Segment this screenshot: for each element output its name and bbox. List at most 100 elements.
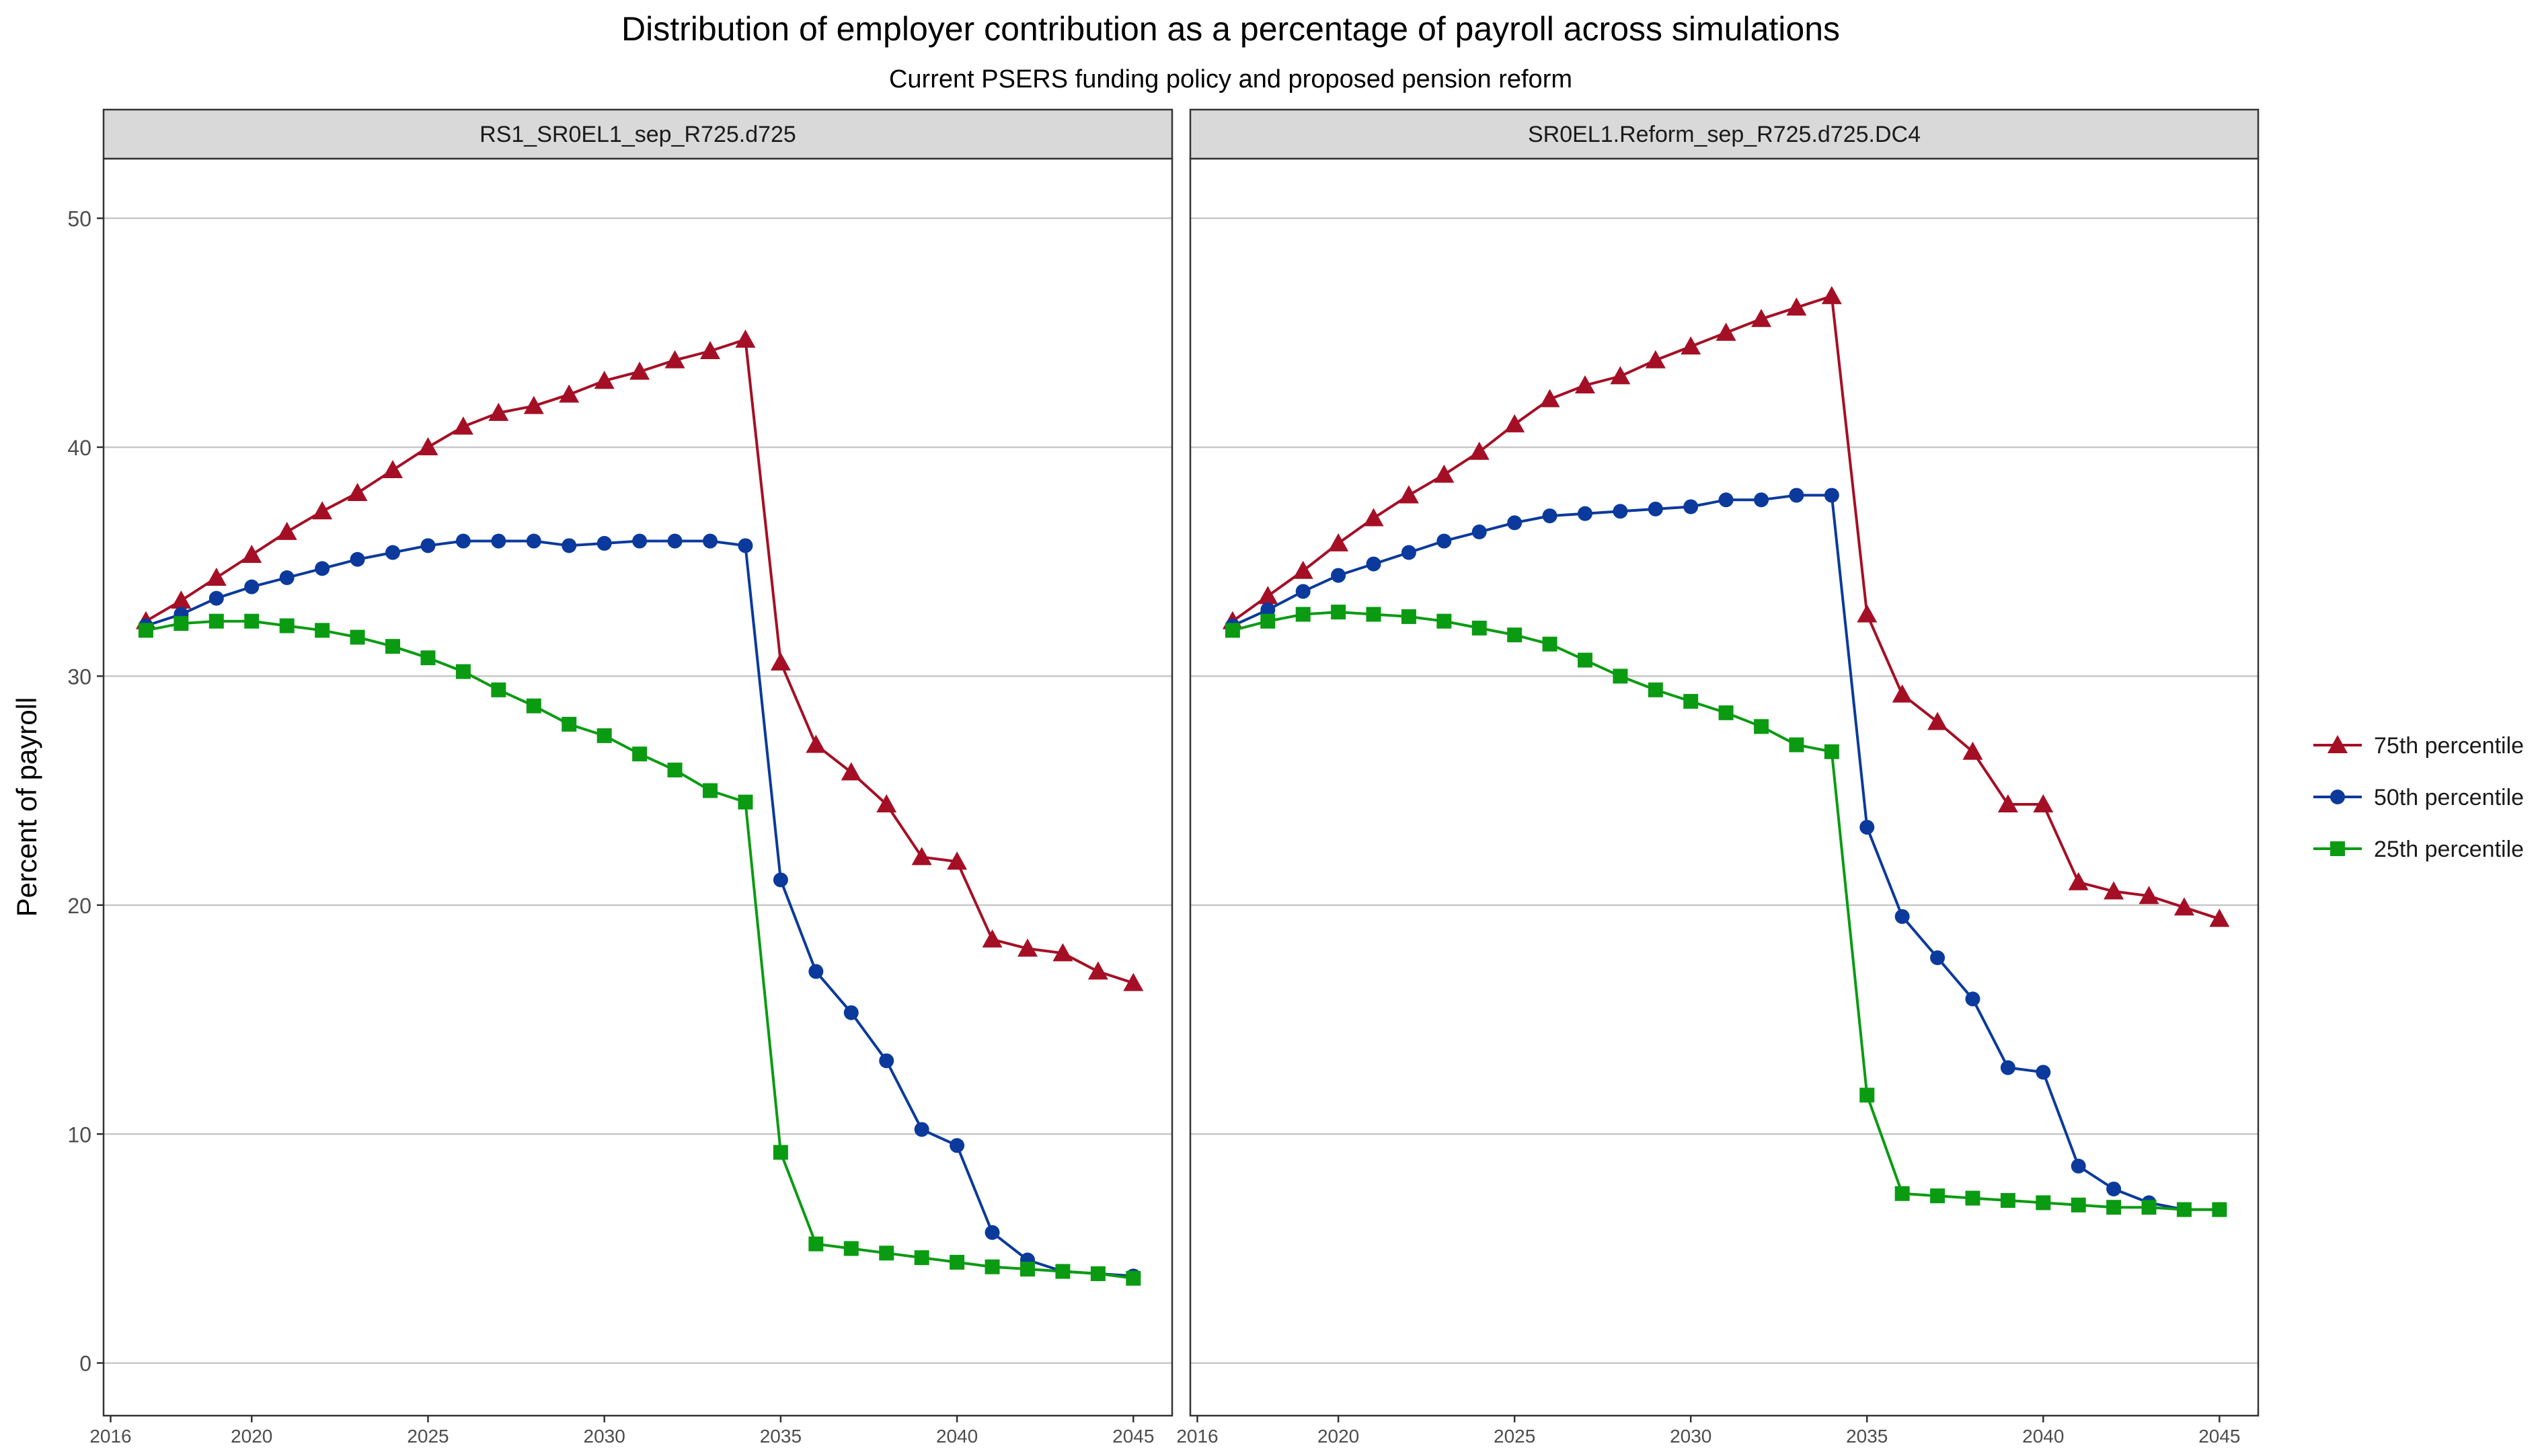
data-point-p75 [1328, 533, 1349, 551]
legend-key-marker [2330, 841, 2345, 856]
data-point-p25 [1859, 1087, 1875, 1103]
data-point-p75 [1716, 322, 1736, 341]
data-point-p75 [1681, 336, 1701, 355]
plot-area [1190, 159, 2258, 1416]
data-point-p25 [455, 664, 471, 679]
data-point-p25 [279, 618, 295, 634]
data-point-p75 [770, 652, 791, 670]
data-point-p75 [206, 568, 227, 586]
x-tick-label: 2045 [1112, 1426, 1154, 1447]
data-point-p75 [911, 847, 932, 866]
data-point-p75 [1469, 441, 1490, 460]
data-point-p50 [632, 533, 648, 549]
data-point-p50 [244, 579, 260, 595]
data-point-p50 [667, 533, 683, 549]
x-tick-label: 2045 [2198, 1426, 2240, 1447]
data-point-p25 [1331, 605, 1346, 620]
data-point-p25 [315, 623, 330, 638]
data-point-p25 [1260, 613, 1276, 629]
data-point-p75 [171, 590, 192, 609]
series-p75 [135, 329, 1144, 991]
data-point-p50 [1824, 488, 1839, 503]
legend-label: 50th percentile [2374, 785, 2524, 810]
data-point-p75 [735, 329, 756, 348]
data-point-p75 [1997, 794, 2018, 813]
data-point-p25 [1507, 627, 1523, 643]
data-point-p50 [208, 590, 224, 606]
data-point-p75 [2209, 909, 2230, 927]
legend: 75th percentile 50th percentile 25th perce… [2313, 733, 2524, 862]
data-point-p50 [1965, 991, 1980, 1007]
data-point-p50 [1471, 524, 1487, 539]
data-point-p50 [1260, 602, 1276, 617]
data-point-p50 [1859, 820, 1875, 835]
data-point-p50 [1295, 584, 1311, 599]
data-point-p75 [523, 395, 544, 414]
data-point-p25 [1648, 682, 1663, 697]
data-point-p75 [1645, 350, 1666, 369]
data-point-p25 [808, 1236, 824, 1252]
data-point-p75 [1821, 286, 1842, 305]
data-point-p75 [2068, 872, 2089, 890]
data-point-p50 [1331, 568, 1346, 583]
data-point-p25 [1401, 609, 1416, 624]
legend-item: 75th percentile [2313, 733, 2524, 759]
data-point-p50 [985, 1225, 1000, 1240]
x-tick-label: 2035 [760, 1426, 802, 1447]
data-point-p50 [2071, 1158, 2086, 1174]
data-point-p75 [1539, 389, 1560, 408]
facet-strip-label: SR0EL1.Reform_sep_R725.d725.DC4 [1528, 122, 1921, 147]
data-point-p50 [1894, 909, 1910, 924]
data-point-p50 [914, 1122, 929, 1137]
chart-subtitle: Current PSERS funding policy and propose… [889, 65, 1572, 93]
data-point-p75 [1363, 508, 1384, 527]
data-point-p25 [667, 762, 683, 777]
y-tick-label: 0 [79, 1352, 91, 1376]
data-point-p25 [138, 623, 153, 638]
data-point-p25 [1366, 607, 1381, 622]
x-tick-label: 2016 [1176, 1426, 1218, 1447]
data-point-p75 [2139, 886, 2159, 905]
data-point-p75 [1087, 961, 1108, 980]
data-point-p25 [208, 613, 224, 629]
data-point-p75 [2104, 881, 2124, 900]
data-point-p25 [738, 794, 753, 810]
legend-key-marker [2327, 735, 2348, 753]
data-point-p25 [1613, 668, 1628, 684]
data-point-p75 [1017, 938, 1038, 957]
data-point-p75 [1927, 712, 1948, 730]
data-point-p50 [950, 1138, 965, 1153]
data-point-p25 [1471, 620, 1487, 636]
data-point-p50 [596, 535, 612, 551]
data-point-p75 [947, 851, 968, 870]
data-point-p50 [1754, 492, 1769, 508]
x-tick-label: 2040 [936, 1426, 978, 1447]
data-point-p75 [418, 436, 438, 455]
data-point-p25 [1824, 744, 1839, 759]
data-point-p50 [738, 538, 753, 553]
data-point-p25 [1542, 636, 1557, 652]
data-point-p25 [562, 716, 577, 732]
data-point-p25 [1225, 623, 1240, 638]
data-point-p25 [632, 746, 648, 762]
data-point-p25 [703, 783, 718, 798]
y-tick-label: 50 [67, 207, 91, 231]
data-point-p75 [700, 340, 721, 359]
data-point-p75 [1052, 943, 1073, 962]
data-point-p25 [950, 1254, 965, 1270]
data-point-p25 [1930, 1188, 1946, 1204]
data-point-p50 [1366, 556, 1381, 572]
data-point-p50 [843, 1005, 859, 1020]
legend-item: 25th percentile [2313, 837, 2524, 862]
data-point-p25 [914, 1250, 929, 1266]
data-point-p25 [1577, 652, 1592, 668]
x-tick-label: 2016 [89, 1426, 131, 1447]
data-point-p25 [2176, 1202, 2192, 1217]
data-point-p75 [841, 762, 861, 781]
x-tick-label: 2020 [231, 1426, 272, 1447]
data-point-p25 [1683, 693, 1699, 709]
data-point-p75 [1258, 586, 1278, 605]
data-point-p25 [491, 682, 506, 697]
